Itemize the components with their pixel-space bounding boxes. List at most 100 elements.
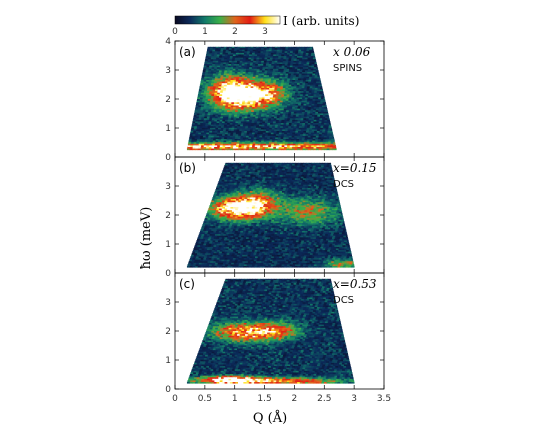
heatmap-cell xyxy=(216,54,220,57)
heatmap-cell xyxy=(239,248,243,251)
heatmap-cell xyxy=(210,217,214,220)
heatmap-cell xyxy=(259,148,263,151)
heatmap-cell xyxy=(220,89,224,92)
heatmap-cell xyxy=(236,76,240,79)
heatmap-cell xyxy=(280,111,284,114)
heatmap-cell xyxy=(300,66,304,69)
heatmap-cell xyxy=(255,49,259,52)
heatmap-cell xyxy=(321,220,325,223)
heatmap-cell xyxy=(197,265,201,268)
heatmap-cell xyxy=(224,108,228,111)
heatmap-cell xyxy=(252,89,256,92)
heatmap-cell xyxy=(266,141,270,144)
heatmap-cell xyxy=(301,60,305,63)
heatmap-cell xyxy=(225,248,229,251)
heatmap-cell xyxy=(265,77,269,80)
heatmap-cell xyxy=(277,259,282,262)
heatmap-cell xyxy=(249,76,253,79)
heatmap-cell xyxy=(282,89,286,92)
heatmap-cell xyxy=(296,138,300,141)
heatmap-b xyxy=(186,162,355,268)
heatmap-cell xyxy=(263,73,268,76)
heatmap-cell xyxy=(307,125,311,128)
heatmap-cell xyxy=(309,129,313,131)
heatmap-cell xyxy=(274,116,278,119)
heatmap-cell xyxy=(289,146,293,149)
heatmap-cell xyxy=(238,108,242,111)
heatmap-cell xyxy=(298,73,302,76)
heatmap-cell xyxy=(300,228,304,231)
heatmap-cell xyxy=(327,256,331,259)
heatmap-cell xyxy=(309,125,313,128)
heatmap-cell xyxy=(266,101,270,104)
heatmap-cell xyxy=(270,222,274,225)
heatmap-cell xyxy=(242,216,247,219)
heatmap-cell xyxy=(284,219,288,222)
heatmap-cell xyxy=(255,87,259,90)
heatmap-cell xyxy=(260,129,264,131)
heatmap-cell xyxy=(202,125,206,128)
heatmap-cell xyxy=(217,235,221,238)
heatmap-cell xyxy=(328,136,333,139)
heatmap-cell xyxy=(241,227,245,230)
heatmap-cell xyxy=(246,241,250,244)
heatmap-cell xyxy=(319,248,323,251)
heatmap-cell xyxy=(215,140,219,143)
heatmap-cell xyxy=(226,47,230,50)
heatmap-cell xyxy=(239,140,243,143)
heatmap-cell xyxy=(215,260,219,263)
heatmap-cell xyxy=(270,236,274,239)
heatmap-cell xyxy=(295,76,299,79)
heatmap-cell xyxy=(273,54,277,57)
heatmap-cell xyxy=(241,220,245,223)
heatmap-cell xyxy=(306,63,310,66)
heatmap-cell xyxy=(195,108,199,111)
heatmap-cell xyxy=(279,217,284,220)
heatmap-cell xyxy=(296,260,300,263)
heatmap-cell xyxy=(241,49,246,52)
heatmap-cell xyxy=(224,257,228,260)
heatmap-cell xyxy=(220,248,224,251)
heatmap-cell xyxy=(269,87,273,90)
heatmap-cell xyxy=(230,77,234,80)
heatmap-cell xyxy=(295,262,299,265)
heatmap-cell xyxy=(230,90,234,93)
heatmap-cell xyxy=(213,230,217,233)
heatmap-cell xyxy=(285,73,289,76)
heatmap-cell xyxy=(252,101,256,104)
heatmap-cell xyxy=(287,117,291,120)
heatmap-cell xyxy=(290,113,294,116)
heatmap-cell xyxy=(292,264,296,267)
heatmap-cell xyxy=(209,63,213,66)
heatmap-cell xyxy=(257,220,261,223)
heatmap-cell xyxy=(214,77,218,80)
heatmap-cell xyxy=(228,141,232,144)
heatmap-cell xyxy=(301,100,305,103)
heatmap-cell xyxy=(313,79,317,82)
heatmap-cell xyxy=(289,68,293,71)
heatmap-cell xyxy=(325,246,329,249)
heatmap-cell xyxy=(324,146,328,149)
heatmap-cell xyxy=(203,81,207,84)
heatmap-cell xyxy=(270,93,274,96)
heatmap-cell xyxy=(274,141,278,144)
heatmap-cell xyxy=(293,252,297,255)
heatmap-cell xyxy=(197,259,201,262)
heatmap-cell xyxy=(282,46,286,49)
heatmap-cell xyxy=(342,251,346,254)
heatmap-cell xyxy=(303,116,307,119)
heatmap-cell xyxy=(220,219,224,222)
heatmap-cell xyxy=(221,109,225,112)
heatmap-cell xyxy=(219,227,224,230)
heatmap-cell xyxy=(303,101,307,104)
heatmap-cell xyxy=(315,124,319,127)
heatmap-cell xyxy=(193,248,197,251)
heatmap-cell xyxy=(250,124,255,127)
heatmap-cell xyxy=(320,238,324,241)
heatmap-cell xyxy=(292,93,296,96)
heatmap-cell xyxy=(267,124,271,127)
heatmap-cell xyxy=(238,241,242,244)
heatmap-cell xyxy=(291,57,295,60)
heatmap-cell xyxy=(239,129,243,131)
heatmap-cell xyxy=(337,222,341,225)
